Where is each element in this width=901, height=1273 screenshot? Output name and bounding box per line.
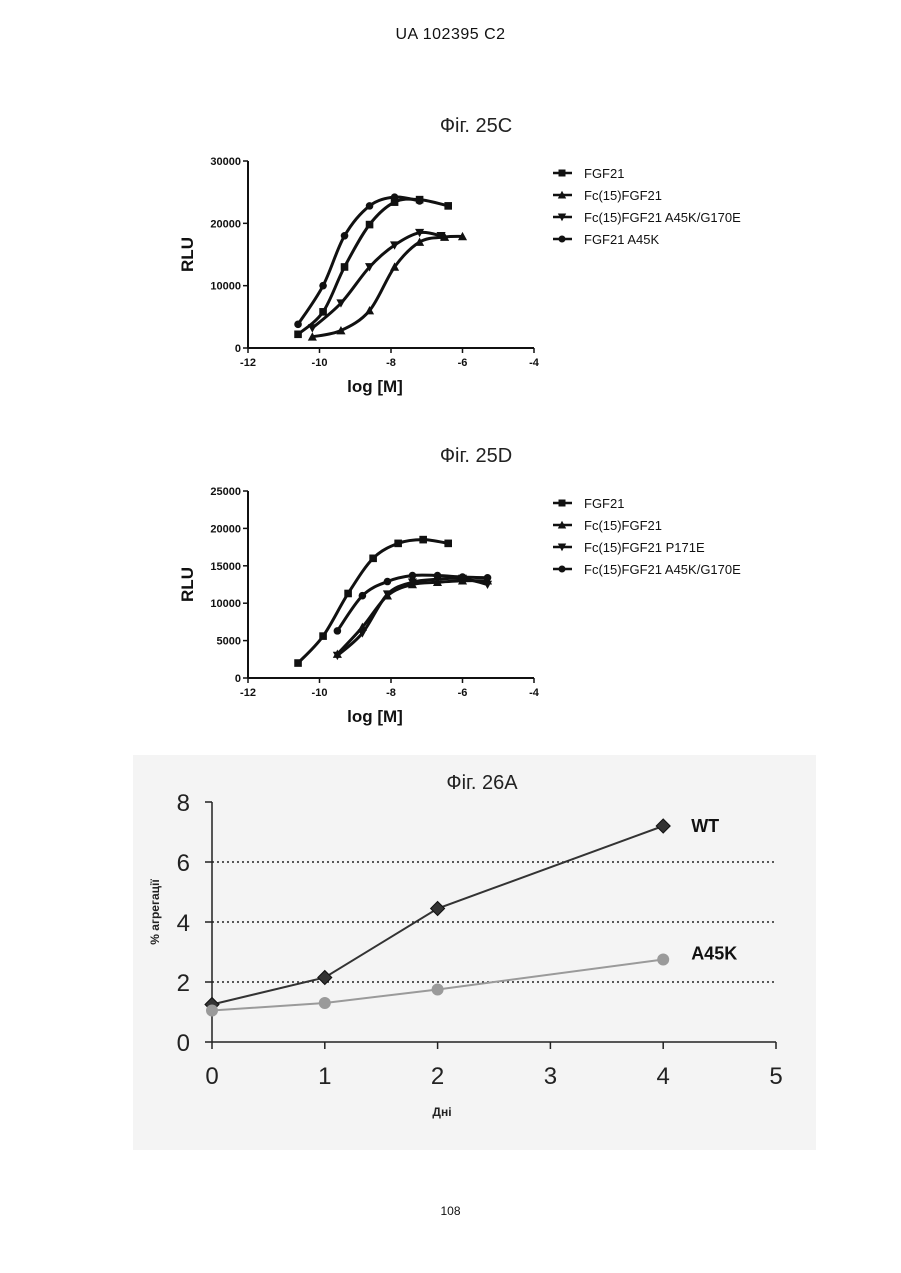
fig25c-series-line (312, 232, 441, 328)
fig25c-legend-label: Fc(15)FGF21 A45K/G170E (584, 210, 741, 225)
fig25d-series-line (337, 581, 487, 654)
fig25c-data-point (294, 330, 302, 338)
fig26a-x-tick-label: 3 (544, 1063, 557, 1090)
fig25c-legend-label: FGF21 (584, 166, 624, 181)
fig26a-y-tick-label: 4 (177, 910, 190, 937)
fig25c-legend-marker (559, 170, 566, 177)
fig25d-data-point (359, 592, 367, 600)
fig25d-series-line (337, 578, 487, 655)
fig25d-data-point (409, 572, 417, 580)
fig25d-legend-marker (559, 566, 566, 573)
fig25d-x-tick-label: -10 (312, 687, 328, 699)
fig25d-legend-label: FGF21 (584, 496, 624, 511)
fig25c-data-point (308, 324, 317, 332)
fig25c-x-tick-label: -6 (458, 357, 468, 369)
fig25d-data-point (384, 578, 392, 586)
fig25d-data-point (294, 659, 302, 667)
fig26a-data-point (319, 997, 331, 1009)
fig25d-y-tick-label: 20000 (210, 523, 241, 535)
fig26a-data-point (206, 1005, 218, 1017)
fig26a-data-point (657, 954, 669, 966)
fig25d-legend-label: Fc(15)FGF21 P171E (584, 540, 705, 555)
fig25d-data-point (434, 572, 442, 580)
fig25d-x-tick-label: -4 (529, 687, 540, 699)
fig25d-x-tick-label: -12 (240, 687, 256, 699)
fig25c-data-point (341, 263, 349, 271)
fig26a-x-tick-label: 4 (657, 1063, 670, 1090)
fig25d-y-tick-label: 10000 (210, 598, 241, 610)
fig25c-data-point (319, 308, 327, 316)
document-header: UA 102395 C2 (0, 26, 901, 44)
fig25d-legend-label: Fc(15)FGF21 A45K/G170E (584, 562, 741, 577)
fig25d-data-point (459, 573, 467, 581)
fig25c-data-point (366, 202, 374, 210)
fig25c-data-point (294, 321, 302, 329)
fig25d-data-point (394, 540, 402, 548)
fig25d-title: Фіг. 25D (440, 445, 512, 467)
fig25c-x-tick-label: -4 (529, 357, 540, 369)
fig26a-y-tick-label: 2 (177, 970, 190, 997)
fig25c-x-tick-label: -8 (386, 357, 396, 369)
fig25d-data-point (419, 536, 427, 544)
fig25d-data-point (344, 590, 352, 598)
fig26a-y-tick-label: 8 (177, 790, 190, 817)
fig26a-y-tick-label: 6 (177, 850, 190, 877)
fig25c-data-point (391, 193, 399, 201)
fig25d-x-tick-label: -6 (458, 687, 468, 699)
fig25c-y-tick-label: 20000 (210, 218, 241, 230)
fig26a-x-tick-label: 1 (318, 1063, 331, 1090)
fig25d-y-axis-label: RLU (178, 567, 197, 602)
fig25d-data-point (369, 555, 377, 563)
fig25d-y-tick-label: 0 (235, 673, 241, 685)
fig25c-x-axis-label: log [M] (347, 377, 403, 396)
fig25c-title: Фіг. 25C (440, 115, 512, 137)
fig25c-x-tick-label: -12 (240, 357, 256, 369)
fig25c-y-tick-label: 10000 (210, 281, 241, 293)
fig26a-series-label: WT (691, 816, 719, 836)
fig25c-series-line (298, 197, 420, 324)
fig25c-y-tick-label: 0 (235, 343, 241, 355)
figure-26a-chart: Фіг. 26А 0 2 4 6 8 0 1 2 3 4 5 Дні % агрегації WT A45K (0, 755, 901, 1155)
fig26a-y-axis-label: % агрегації (148, 879, 162, 945)
fig26a-title: Фіг. 26А (446, 772, 518, 794)
fig26a-series-label: A45K (691, 944, 737, 964)
fig26a-y-tick-label: 0 (177, 1030, 190, 1057)
fig25c-data-point (416, 197, 424, 205)
fig26a-data-point (432, 984, 444, 996)
fig26a-x-axis-label: Дні (432, 1105, 451, 1119)
fig25d-x-tick-label: -8 (386, 687, 396, 699)
figure-25d-chart: Фіг. 25D 0 5000 10000 15000 20000 25000 -12 -10 -… (0, 430, 901, 740)
fig25d-data-point (319, 632, 327, 640)
page-number: 108 (0, 1204, 901, 1218)
fig25c-legend-label: FGF21 A45K (584, 232, 659, 247)
fig25d-y-tick-label: 5000 (217, 636, 241, 648)
fig26a-x-tick-label: 2 (431, 1063, 444, 1090)
figure-25c-chart: Фіг. 25C 0 10000 20000 30000 -12 -10 -8 -6 -4 log … (0, 100, 901, 410)
fig25c-legend-label: Fc(15)FGF21 (584, 188, 662, 203)
fig25c-y-tick-label: 30000 (210, 156, 241, 168)
fig25d-legend-marker (559, 500, 566, 507)
fig25d-data-point (484, 574, 492, 582)
fig25d-y-tick-label: 15000 (210, 561, 241, 573)
fig25d-x-axis-label: log [M] (347, 707, 403, 726)
fig25c-y-axis-label: RLU (178, 237, 197, 272)
fig25d-data-point (334, 627, 342, 635)
fig25d-data-point (444, 540, 452, 548)
fig25c-x-tick-label: -10 (312, 357, 328, 369)
fig26a-x-tick-label: 0 (205, 1063, 218, 1090)
fig25d-legend-label: Fc(15)FGF21 (584, 518, 662, 533)
fig25c-legend-marker (559, 236, 566, 243)
fig25c-data-point (319, 282, 327, 290)
fig25d-y-tick-label: 25000 (210, 486, 241, 498)
fig25c-data-point (341, 232, 349, 240)
fig25c-data-point (366, 221, 374, 229)
fig26a-x-tick-label: 5 (769, 1063, 782, 1090)
fig25c-data-point (444, 202, 452, 210)
